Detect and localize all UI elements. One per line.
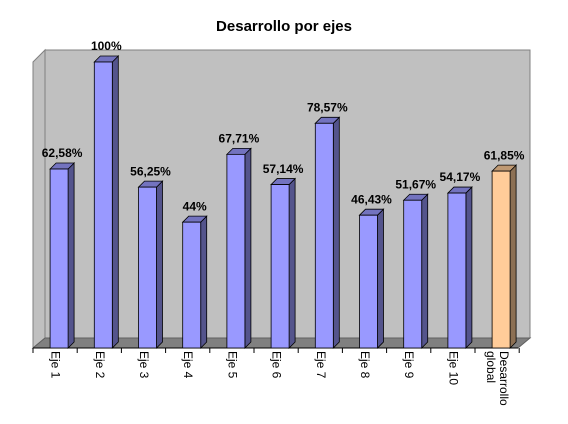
value-label: 62,58%: [42, 146, 83, 160]
bar-side: [200, 215, 208, 349]
x-tick-label: Eje 6: [269, 351, 284, 379]
value-label: 51,67%: [395, 177, 436, 191]
bar-side: [465, 186, 473, 349]
bar-side: [421, 193, 429, 349]
bar-side: [377, 208, 384, 349]
bar: [491, 170, 511, 349]
bar: [314, 122, 334, 349]
x-tick-label: Desarrollo global: [484, 351, 512, 406]
bar: [403, 199, 423, 349]
x-tick-label: Eje 7: [313, 351, 328, 379]
bar: [270, 184, 290, 349]
value-label: 67,71%: [219, 132, 260, 146]
bar-side: [111, 55, 119, 349]
bar-side: [156, 180, 163, 349]
x-tick-label: Eje 1: [48, 351, 63, 379]
value-label: 57,14%: [263, 162, 304, 176]
value-label: 100%: [91, 39, 122, 53]
side-wall: [32, 48, 46, 350]
bar-side: [509, 164, 517, 349]
value-label: 44%: [183, 199, 207, 213]
x-tick-label: Eje 8: [358, 351, 372, 379]
x-tick-label: Eje 3: [137, 351, 151, 379]
x-tick-label: Eje 5: [225, 351, 240, 379]
value-label: 78,57%: [307, 100, 348, 114]
bar: [359, 214, 378, 349]
value-label: 54,17%: [440, 170, 481, 184]
x-tick-label: Eje 2: [92, 351, 107, 379]
bar: [138, 186, 157, 349]
bar-side: [332, 116, 340, 349]
x-tick-label: Eje 10: [446, 351, 461, 386]
bar-side: [244, 147, 252, 349]
bar: [447, 192, 467, 349]
value-label: 46,43%: [351, 192, 392, 206]
bar: [49, 168, 69, 349]
x-tick-label: Eje 4: [181, 351, 196, 379]
bar: [93, 61, 113, 349]
bar-side: [288, 177, 296, 349]
bar-side: [67, 162, 75, 349]
value-label: 56,25%: [130, 164, 171, 178]
value-label: 61,85%: [484, 148, 525, 162]
chart-title: Desarrollo por ejes: [216, 18, 352, 35]
bar: [182, 221, 202, 349]
x-tick-label: Eje 9: [402, 351, 417, 379]
bar: [226, 153, 246, 349]
